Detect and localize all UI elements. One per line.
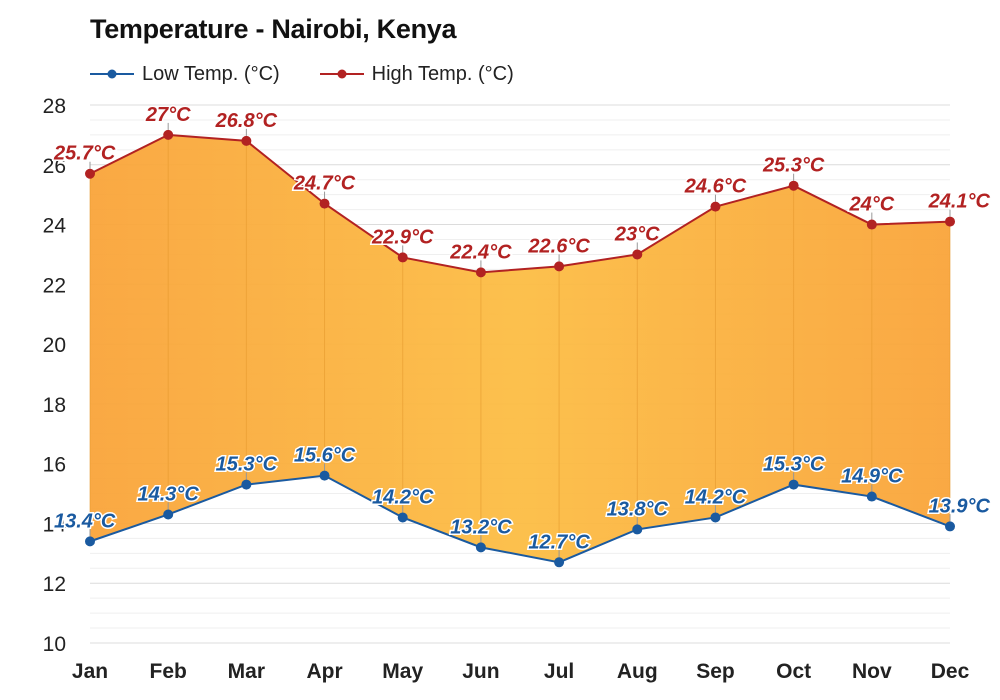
x-tick-label: Oct xyxy=(776,660,811,683)
high-temp-data-label: 22.6°C xyxy=(527,235,590,257)
high-temp-data-label: 23°C xyxy=(614,223,660,245)
y-tick-label: 22 xyxy=(43,274,66,297)
low-temp-point xyxy=(319,470,330,481)
high-temp-point xyxy=(788,180,799,191)
high-temp-point xyxy=(710,201,721,212)
y-tick-label: 16 xyxy=(43,454,66,477)
temperature-range-band xyxy=(90,134,950,563)
high-temp-data-label: 22.9°C xyxy=(371,226,434,248)
low-temp-point xyxy=(866,491,877,502)
y-tick-label: 10 xyxy=(43,633,66,656)
x-tick-label: Nov xyxy=(852,660,892,683)
legend: Low Temp. (°C) High Temp. (°C) xyxy=(90,60,554,88)
y-tick-label: 14 xyxy=(43,513,67,536)
high-temp-point xyxy=(163,129,174,140)
chart-title: Temperature - Nairobi, Kenya xyxy=(90,14,457,44)
high-temp-point xyxy=(554,261,565,272)
high-temp-point xyxy=(945,216,955,227)
high-temp-point xyxy=(319,198,330,209)
y-tick-label: 20 xyxy=(43,334,66,357)
legend-swatch-low xyxy=(90,69,134,79)
high-temp-data-label: 22.4°C xyxy=(449,241,512,263)
y-tick-label: 18 xyxy=(43,394,66,417)
x-tick-label: Jun xyxy=(462,660,499,683)
x-tick-label: Apr xyxy=(306,660,342,683)
high-temp-data-label: 24.7°C xyxy=(293,173,356,195)
x-tick-label: Mar xyxy=(228,660,265,683)
high-temp-data-label: 26.8°C xyxy=(215,110,278,132)
x-tick-label: Dec xyxy=(931,660,970,683)
legend-item-high[interactable]: High Temp. (°C) xyxy=(319,62,514,86)
low-temp-data-label: 14.2°C xyxy=(372,486,434,508)
low-temp-data-label: 15.6°C xyxy=(294,445,356,467)
high-temp-point xyxy=(632,249,643,260)
low-temp-line xyxy=(89,474,951,564)
low-temp-point xyxy=(788,479,799,490)
legend-label-low: Low Temp. (°C) xyxy=(142,62,280,85)
low-temp-data-label: 14.3°C xyxy=(137,483,199,505)
low-temp-point xyxy=(632,524,643,535)
low-temp-data-label: 12.7°C xyxy=(528,531,590,553)
low-temp-point xyxy=(554,557,565,568)
low-temp-data-label: 14.2°C xyxy=(685,486,747,508)
low-temp-data-label: 13.9°C xyxy=(929,495,991,517)
low-temp-point xyxy=(475,542,486,553)
low-temp-data-label: 15.3°C xyxy=(763,454,825,476)
low-temp-point xyxy=(241,479,252,490)
low-temp-data-label: 13.2°C xyxy=(450,516,512,538)
x-tick-label: Feb xyxy=(150,660,187,683)
low-temp-data-label: 14.9°C xyxy=(841,466,903,488)
high-temp-data-label: 24°C xyxy=(848,194,894,216)
high-temp-line xyxy=(89,133,951,274)
y-tick-label: 26 xyxy=(43,155,66,178)
low-temp-data-label: 13.8°C xyxy=(607,498,669,520)
low-temp-data-label: 15.3°C xyxy=(216,454,278,476)
high-temp-point xyxy=(866,219,877,230)
x-tick-label: Aug xyxy=(617,660,658,683)
high-temp-point xyxy=(475,267,486,278)
high-temp-point xyxy=(397,252,408,263)
low-temp-point xyxy=(710,512,721,523)
low-temp-point xyxy=(945,521,955,532)
low-temp-data-label: 13.4°C xyxy=(54,510,116,532)
y-tick-label: 12 xyxy=(43,573,66,596)
legend-label-high: High Temp. (°C) xyxy=(371,62,514,85)
x-tick-label: May xyxy=(382,660,423,683)
high-temp-point xyxy=(85,168,95,179)
high-temp-data-label: 25.7°C xyxy=(53,143,116,165)
high-temp-data-label: 27°C xyxy=(145,104,191,126)
high-temp-data-label: 25.3°C xyxy=(762,155,825,177)
x-tick-label: Jul xyxy=(544,660,574,683)
y-tick-label: 24 xyxy=(43,215,67,238)
x-tick-label: Sep xyxy=(696,660,735,683)
low-temp-point xyxy=(163,509,174,520)
low-temp-point xyxy=(85,536,95,547)
low-temp-point xyxy=(397,512,408,523)
y-tick-label: 28 xyxy=(43,95,66,118)
legend-item-low[interactable]: Low Temp. (°C) xyxy=(90,63,280,86)
high-temp-point xyxy=(241,135,252,146)
high-temp-data-label: 24.6°C xyxy=(684,176,747,198)
legend-swatch-high xyxy=(319,69,364,79)
high-temp-data-label: 24.1°C xyxy=(928,191,991,213)
x-tick-label: Jan xyxy=(72,660,108,683)
